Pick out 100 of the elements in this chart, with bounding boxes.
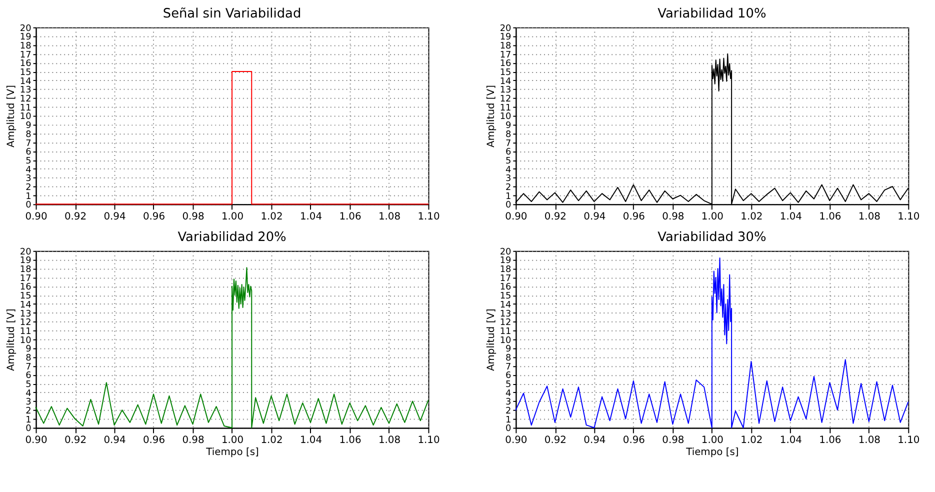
x-tick-label: 1.06: [339, 212, 362, 223]
y-tick-label: 10: [20, 112, 32, 122]
y-tick-label: 12: [500, 94, 512, 105]
y-tick-label: 4: [506, 388, 512, 399]
y-tick-label: 20: [500, 247, 512, 258]
y-tick-label: 15: [500, 292, 512, 302]
y-tick-label: 12: [500, 318, 512, 328]
y-axis-title: Amplitud [V]: [6, 308, 17, 372]
y-tick-label: 0: [506, 200, 512, 211]
x-tick-label: 1.04: [300, 212, 322, 223]
x-tick-label: 1.08: [858, 435, 880, 446]
x-tick-label: 1.00: [701, 212, 724, 223]
y-tick-label: 1: [26, 415, 32, 426]
x-tick-label: 1.04: [780, 212, 802, 223]
y-tick-label: 7: [26, 138, 32, 149]
y-tick-label: 16: [500, 282, 512, 293]
x-tick-label: 1.04: [780, 435, 802, 446]
y-tick-label: 20: [20, 24, 32, 34]
y-tick-label: 14: [20, 76, 32, 87]
y-axis-title: Amplitud [V]: [6, 84, 17, 148]
y-tick-label: 8: [506, 130, 512, 140]
x-tick-label: 1.00: [221, 212, 244, 223]
y-tick-label: 19: [500, 32, 512, 43]
x-tick-label: 1.08: [378, 212, 401, 223]
y-tick-label: 8: [26, 130, 32, 140]
x-axis-title: Tiempo [s]: [205, 447, 259, 458]
x-tick-label: 1.00: [701, 435, 724, 446]
x-tick-label: 0.90: [25, 435, 48, 446]
x-tick-label: 1.10: [898, 212, 920, 223]
y-tick-label: 0: [506, 424, 512, 434]
y-tick-label: 19: [20, 32, 32, 43]
y-tick-label: 6: [26, 371, 32, 382]
y-tick-label: 18: [500, 41, 512, 52]
x-tick-label: 1.04: [300, 435, 322, 446]
x-tick-label: 0.96: [622, 435, 645, 446]
y-tick-label: 3: [26, 398, 32, 408]
y-tick-label: 7: [506, 362, 512, 372]
x-tick-label: 0.98: [662, 212, 684, 223]
y-tick-label: 20: [20, 247, 32, 258]
y-tick-label: 12: [20, 94, 32, 105]
y-tick-label: 13: [20, 309, 32, 320]
y-tick-label: 17: [500, 50, 512, 60]
y-tick-label: 16: [20, 59, 32, 70]
y-tick-label: 17: [20, 274, 32, 284]
x-tick-label: 1.02: [740, 435, 763, 446]
x-tick-label: 0.90: [505, 435, 528, 446]
y-tick-label: 5: [506, 380, 512, 390]
y-tick-label: 10: [20, 336, 32, 346]
y-tick-label: 6: [506, 148, 512, 158]
y-tick-label: 5: [26, 380, 32, 390]
x-axis-title: Tiempo [s]: [685, 447, 739, 458]
y-tick-label: 18: [20, 265, 32, 276]
x-tick-label: 1.10: [418, 435, 440, 446]
y-tick-label: 14: [500, 300, 512, 310]
x-tick-label: 1.10: [898, 435, 920, 446]
y-tick-label: 2: [26, 406, 32, 417]
y-tick-label: 6: [26, 148, 32, 158]
y-tick-label: 6: [506, 371, 512, 382]
y-tick-label: 1: [506, 192, 512, 202]
x-tick-label: 0.90: [25, 212, 48, 223]
x-tick-label: 0.92: [64, 212, 87, 223]
y-tick-label: 2: [506, 406, 512, 417]
y-tick-label: 9: [506, 344, 512, 355]
x-tick-label: 0.90: [505, 212, 528, 223]
x-tick-label: 1.08: [378, 435, 401, 446]
y-tick-label: 13: [500, 86, 512, 96]
y-tick-label: 3: [26, 174, 32, 184]
x-tick-label: 1.06: [819, 435, 842, 446]
x-tick-label: 0.94: [104, 212, 126, 223]
x-tick-label: 0.96: [142, 435, 166, 446]
y-tick-label: 18: [500, 265, 512, 276]
y-tick-label: 12: [20, 318, 32, 328]
x-tick-label: 0.96: [622, 212, 645, 223]
x-tick-label: 0.98: [182, 435, 204, 446]
y-tick-label: 16: [500, 59, 512, 70]
x-tick-label: 0.98: [182, 212, 204, 223]
y-tick-label: 9: [26, 344, 32, 355]
x-tick-label: 1.06: [339, 435, 362, 446]
y-tick-label: 11: [20, 103, 32, 114]
x-tick-label: 0.92: [64, 435, 87, 446]
x-tick-label: 1.08: [858, 212, 880, 223]
y-tick-label: 13: [500, 309, 512, 320]
y-tick-label: 20: [500, 24, 512, 34]
y-tick-label: 17: [500, 274, 512, 284]
chart-title: Variabilidad 30%: [658, 230, 766, 245]
y-tick-label: 2: [26, 182, 32, 193]
y-tick-label: 4: [506, 165, 512, 176]
x-tick-label: 1.00: [221, 435, 244, 446]
y-tick-label: 7: [506, 138, 512, 149]
y-tick-label: 2: [506, 182, 512, 193]
y-tick-label: 11: [20, 326, 32, 337]
chart-title: Variabilidad 10%: [658, 6, 766, 22]
y-tick-label: 17: [20, 50, 32, 60]
x-tick-label: 1.06: [819, 212, 842, 223]
y-tick-label: 0: [26, 200, 32, 211]
y-tick-label: 3: [506, 398, 512, 408]
y-tick-label: 19: [20, 256, 32, 266]
y-tick-label: 1: [26, 192, 32, 202]
chart-title: Señal sin Variabilidad: [162, 6, 302, 22]
y-axis-title: Amplitud [V]: [486, 84, 497, 148]
